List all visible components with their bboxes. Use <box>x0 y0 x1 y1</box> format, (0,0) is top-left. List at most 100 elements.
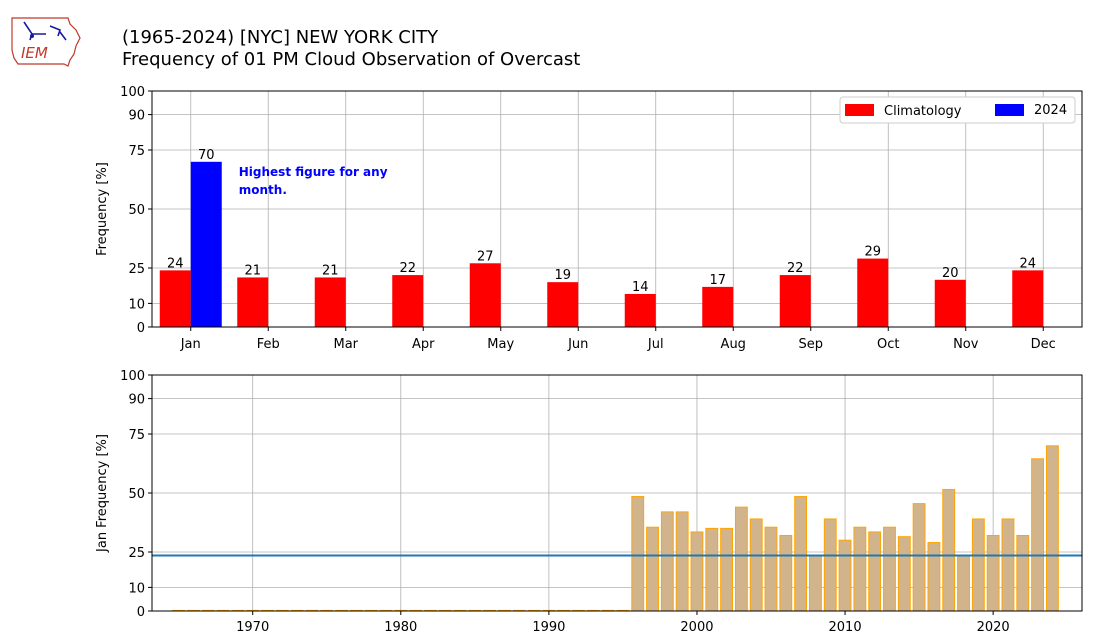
x-tick-label-month: Feb <box>257 337 280 352</box>
x-tick-label-month: Jun <box>567 337 588 352</box>
chart-title-line-1: (1965-2024) [NYC] NEW YORK CITY <box>122 27 439 48</box>
annual-bar <box>705 527 719 612</box>
annual-bar <box>764 526 778 612</box>
annual-bar <box>720 527 734 612</box>
annual-bar <box>883 526 896 612</box>
climatology-bar <box>547 282 579 327</box>
y-tick-label: 75 <box>128 428 145 443</box>
climatology-data-label: 20 <box>942 266 959 281</box>
climatology-data-label: 27 <box>477 249 494 264</box>
legend: Climatology 2024 <box>839 96 1076 124</box>
climatology-bar <box>1012 270 1044 327</box>
climatology-data-label: 22 <box>399 261 416 276</box>
y-tick-label: 10 <box>128 297 145 312</box>
x-tick-label-month: Nov <box>953 337 979 352</box>
x-tick-label-month: Aug <box>721 337 746 352</box>
climatology-bar <box>624 293 656 327</box>
y-tick-label: 25 <box>128 262 145 277</box>
annual-bar <box>1031 458 1044 612</box>
y-tick-label: 10 <box>128 581 145 596</box>
climatology-bar <box>159 270 191 327</box>
annual-bar <box>897 536 911 612</box>
climatology-bar <box>314 277 346 327</box>
climatology-data-label: 24 <box>167 256 184 271</box>
x-tick-label-month: Mar <box>333 337 358 352</box>
annual-bar <box>660 511 674 612</box>
annual-bar <box>838 539 852 612</box>
y-tick-label: 0 <box>137 321 145 336</box>
logo-text: IEM <box>21 44 48 62</box>
legend-frame <box>839 96 1076 124</box>
legend-swatch-current-year <box>995 104 1024 116</box>
annual-bar <box>912 503 926 612</box>
annual-bar <box>794 496 808 612</box>
x-tick-label-year: 2010 <box>829 620 862 635</box>
x-tick-label-year: 2020 <box>977 620 1010 635</box>
climatology-data-label: 24 <box>1019 256 1036 271</box>
top-y-axis-label: Frequency [%] <box>95 162 110 256</box>
climatology-data-label: 29 <box>864 245 881 260</box>
legend-label-current-year: 2024 <box>1034 103 1067 118</box>
x-tick-label-month: Jul <box>647 337 664 352</box>
annual-bar <box>675 511 689 612</box>
annual-bar <box>971 518 985 612</box>
y-tick-label: 90 <box>128 109 145 124</box>
annual-bar <box>734 506 748 612</box>
climatology-data-label: 21 <box>322 263 339 278</box>
climatology-data-label: 21 <box>244 263 261 278</box>
annual-bar <box>749 518 763 612</box>
climatology-bar <box>779 275 811 327</box>
y-tick-label: 50 <box>128 487 145 502</box>
y-tick-label: 25 <box>128 546 145 561</box>
climatology-bar <box>237 277 269 327</box>
climatology-bar <box>702 286 734 327</box>
annual-bar <box>957 555 970 612</box>
x-tick-label-month: Apr <box>412 337 435 352</box>
x-tick-label-year: 1980 <box>384 620 417 635</box>
climatology-bar <box>469 263 501 327</box>
legend-label-climatology: Climatology <box>884 104 962 119</box>
annual-bar <box>1045 445 1059 612</box>
current-year-data-label: 70 <box>198 148 215 163</box>
climatology-data-label: 14 <box>632 280 649 295</box>
annual-bar <box>927 542 941 612</box>
annual-bar <box>942 488 956 612</box>
annual-bar <box>690 531 704 612</box>
x-tick-label-month: Dec <box>1031 337 1056 352</box>
annotation-text-line-2: month. <box>239 183 287 197</box>
annual-bar <box>779 534 793 612</box>
current-year-bar <box>190 161 222 327</box>
annual-bar <box>1001 518 1015 612</box>
x-tick-label-month: Jan <box>180 337 201 352</box>
annual-bar <box>823 518 837 612</box>
x-tick-label-month: May <box>487 337 514 352</box>
climatology-data-label: 22 <box>787 261 804 276</box>
y-tick-label: 100 <box>120 85 145 100</box>
climatology-bar <box>392 275 424 327</box>
x-tick-label-month: Sep <box>798 337 823 352</box>
annual-bar <box>986 534 1000 612</box>
legend-swatch-climatology <box>845 104 874 116</box>
x-tick-label-year: 1970 <box>236 620 269 635</box>
y-tick-label: 100 <box>120 369 145 384</box>
y-tick-label: 75 <box>128 144 145 159</box>
y-tick-label: 90 <box>128 393 145 408</box>
annual-bar <box>809 555 822 612</box>
chart-title-line-2: Frequency of 01 PM Cloud Observation of … <box>122 49 581 70</box>
climatology-data-label: 17 <box>709 273 726 288</box>
y-tick-label: 0 <box>137 605 145 620</box>
x-tick-label-year: 1990 <box>532 620 565 635</box>
bottom-y-axis-label: Jan Frequency [%] <box>95 434 110 553</box>
climatology-bar <box>934 279 966 327</box>
climatology-bar <box>857 258 889 327</box>
annual-bar <box>646 526 659 612</box>
annual-bar <box>853 526 867 612</box>
annual-bar <box>868 531 882 612</box>
annual-bar <box>1016 534 1030 612</box>
annual-bar <box>631 496 645 612</box>
iem-logo: IEM <box>11 17 81 67</box>
climatology-data-label: 19 <box>554 268 571 283</box>
x-tick-label-year: 2000 <box>680 620 713 635</box>
annotation-text-line-1: Highest figure for any <box>239 165 388 179</box>
